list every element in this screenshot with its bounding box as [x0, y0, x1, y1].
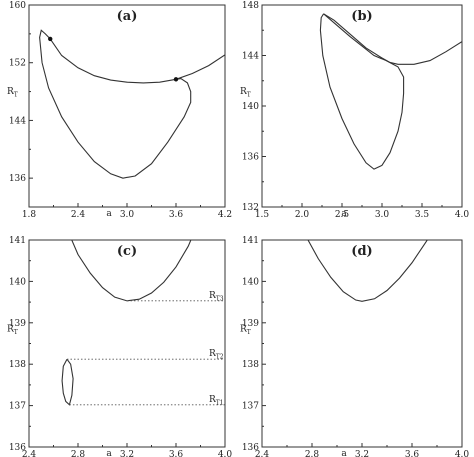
- data-point-a-0: [48, 36, 53, 42]
- series-line-b-0: [323, 13, 462, 65]
- x-tick-label-a-0: 1.8: [22, 210, 37, 220]
- reference-label-t1: RT1: [209, 395, 224, 407]
- series-line-d-0: [307, 240, 428, 302]
- y-tick-label-d-1: 137: [242, 402, 259, 412]
- panel-label-a: (a): [117, 9, 138, 24]
- y-tick-label-c-5: 141: [9, 236, 26, 246]
- y-tick-label-b-2: 140: [242, 102, 259, 112]
- reference-label-t1-sub: T1: [216, 399, 224, 406]
- y-tick-label-d-4: 140: [242, 277, 259, 287]
- y-tick-label-c-0: 136: [9, 443, 26, 453]
- y-tick-label-a-3: 160: [9, 1, 26, 11]
- y-axis-label-a: RT: [7, 87, 18, 99]
- y-axis-label-a-main: R: [7, 87, 14, 97]
- series-line-a-1: [39, 29, 192, 179]
- panel-label-c: (c): [117, 244, 137, 259]
- x-tick-label-b-1: 2.0: [295, 210, 310, 220]
- y-axis-label-b: RT: [240, 87, 251, 99]
- reference-label-t2-main: R: [209, 349, 216, 359]
- y-tick-label-a-1: 144: [9, 116, 26, 126]
- x-tick-label-b-0: 1.5: [255, 210, 270, 220]
- y-axis-label-b-main: R: [240, 87, 247, 97]
- x-axis-label-c: a: [106, 449, 112, 457]
- reference-label-t1-main: R: [209, 395, 216, 405]
- x-tick-label-a-3: 3.6: [169, 210, 184, 220]
- x-tick-label-c-1: 2.8: [71, 450, 86, 457]
- x-tick-label-a-2: 3.0: [120, 210, 135, 220]
- y-axis-label-c-main: R: [7, 325, 14, 335]
- plot-frame-d: [261, 239, 463, 448]
- x-tick-label-d-1: 2.8: [305, 450, 320, 457]
- y-tick-label-b-1: 136: [242, 153, 259, 163]
- y-axis-label-a-sub: T: [14, 92, 18, 99]
- y-axis-label-c: RT: [7, 325, 18, 337]
- reference-label-t3-main: R: [209, 291, 216, 301]
- series-line-c-0: [71, 240, 192, 302]
- y-tick-label-b-0: 132: [242, 203, 259, 213]
- reference-label-t2: RT2: [209, 349, 224, 361]
- x-tick-label-b-4: 3.5: [415, 210, 430, 220]
- x-tick-label-a-1: 2.4: [71, 210, 86, 220]
- x-axis-label-a: a: [106, 209, 112, 219]
- series-line-b-1: [319, 13, 405, 170]
- x-tick-label-c-3: 3.6: [169, 450, 184, 457]
- panel-d: 2.4 2.8 3.2 3.6 4.0 136 137 138 139 140 141 a RT (d): [240, 236, 470, 457]
- data-point-a-1: [173, 77, 179, 82]
- x-tick-label-c-4: 4.0: [218, 450, 233, 457]
- x-tick-label-b-2: 2.5: [335, 210, 350, 220]
- y-tick-label-d-2: 138: [242, 360, 259, 370]
- y-tick-label-d-5: 141: [242, 236, 259, 246]
- series-line-a-0: [49, 38, 225, 84]
- reference-label-t3-sub: T3: [216, 295, 224, 302]
- x-axis-label-b: a: [341, 209, 347, 219]
- panel-b: 1.5 2.0 2.5 3.0 3.5 4.0 132 136 140 144 148 a RT (b): [240, 1, 469, 220]
- x-tick-label-b-3: 3.0: [375, 210, 390, 220]
- y-axis-label-d-main: R: [240, 325, 247, 335]
- plot-frame-c: [28, 239, 226, 448]
- x-tick-label-c-0: 2.4: [22, 450, 37, 457]
- panel-label-b: (b): [351, 9, 372, 24]
- y-tick-label-b-3: 144: [242, 52, 259, 62]
- x-tick-label-d-0: 2.4: [255, 450, 270, 457]
- y-axis-label-c-sub: T: [14, 329, 18, 336]
- x-tick-label-d-4: 4.0: [455, 450, 470, 457]
- y-tick-label-d-0: 136: [242, 443, 259, 453]
- x-tick-label-c-2: 3.2: [120, 450, 134, 457]
- plot-frame-a: [28, 4, 226, 208]
- y-axis-label-d: RT: [240, 325, 251, 337]
- reference-label-t3: RT3: [209, 291, 224, 303]
- y-tick-label-d-3: 139: [242, 319, 259, 329]
- y-tick-label-c-2: 138: [9, 360, 26, 370]
- series-line-c-1: [61, 358, 74, 406]
- x-tick-label-d-2: 3.2: [355, 450, 369, 457]
- y-axis-label-d-sub: T: [247, 329, 251, 336]
- x-tick-label-d-3: 3.6: [405, 450, 420, 457]
- y-tick-label-c-3: 139: [9, 319, 26, 329]
- y-axis-label-b-sub: T: [247, 92, 251, 99]
- panel-label-d: (d): [351, 244, 372, 259]
- y-tick-label-b-4: 148: [242, 1, 259, 11]
- y-tick-label-c-4: 140: [9, 277, 26, 287]
- x-axis-label-d: a: [341, 449, 347, 457]
- y-tick-label-c-1: 137: [9, 402, 26, 412]
- plot-frame-b: [261, 4, 463, 208]
- x-tick-label-a-4: 4.2: [218, 210, 232, 220]
- x-tick-label-b-5: 4.0: [455, 210, 470, 220]
- reference-label-t2-sub: T2: [216, 354, 224, 361]
- y-tick-label-a-0: 136: [9, 174, 26, 184]
- y-tick-label-a-2: 152: [9, 59, 26, 69]
- panel-a: 1.8 2.4 3.0 3.6 4.2 136 144 152 160 a RT (a): [7, 1, 232, 220]
